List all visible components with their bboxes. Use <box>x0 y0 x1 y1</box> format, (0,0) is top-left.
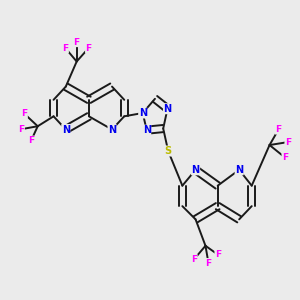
Text: F: F <box>285 138 291 147</box>
Text: F: F <box>215 250 221 259</box>
Text: F: F <box>62 44 68 52</box>
Text: F: F <box>21 109 27 118</box>
Text: F: F <box>275 125 281 134</box>
Text: F: F <box>85 44 91 52</box>
Text: F: F <box>28 136 34 145</box>
Text: N: N <box>142 125 151 135</box>
Text: N: N <box>191 165 200 175</box>
Text: F: F <box>191 255 197 264</box>
Text: N: N <box>164 104 172 114</box>
Text: F: F <box>74 38 80 47</box>
Text: S: S <box>165 146 172 156</box>
Text: F: F <box>282 153 288 162</box>
Text: F: F <box>206 259 212 268</box>
Text: N: N <box>108 124 116 134</box>
Text: N: N <box>235 165 243 175</box>
Text: N: N <box>62 124 70 134</box>
Text: F: F <box>18 125 24 134</box>
Text: N: N <box>139 108 147 118</box>
